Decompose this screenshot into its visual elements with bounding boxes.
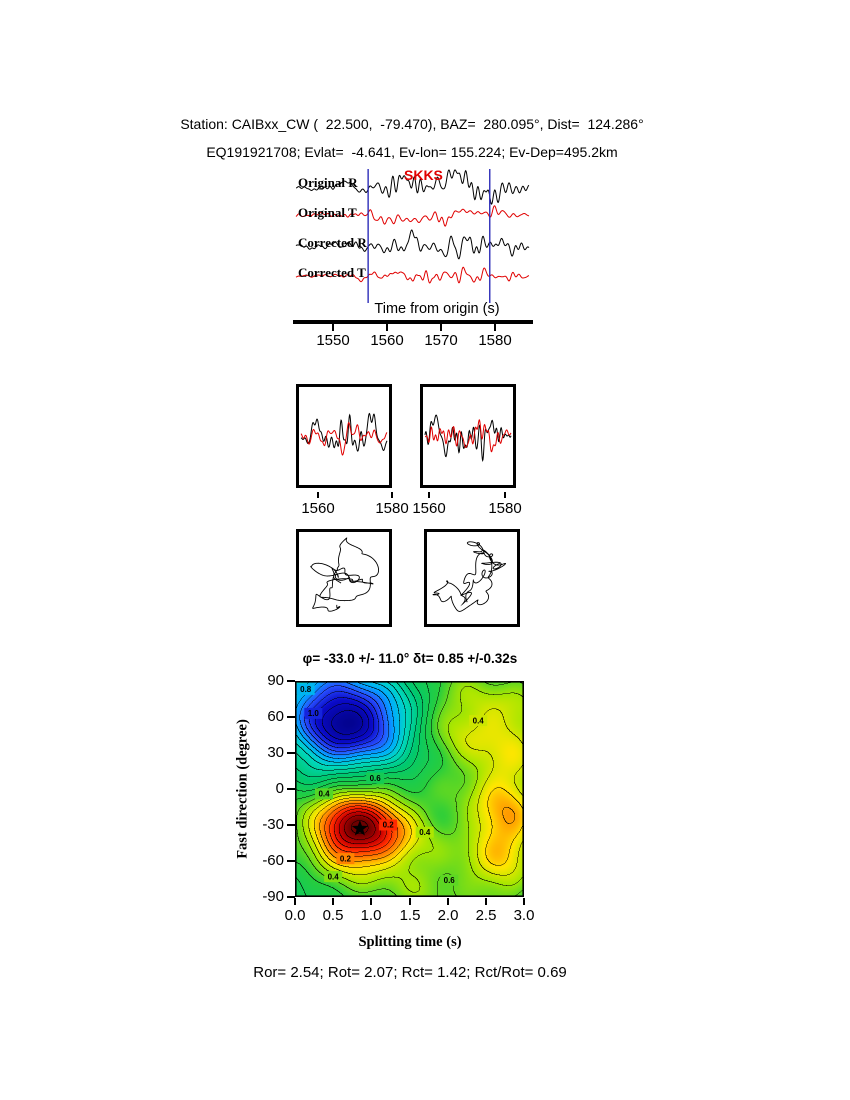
waveform-traces-canvas bbox=[293, 166, 533, 306]
hodogram-corrected-canvas bbox=[424, 529, 520, 627]
y-tick-label: -30 bbox=[262, 816, 284, 833]
x-tick-label: 2.0 bbox=[437, 907, 459, 924]
x-axis-tick bbox=[523, 898, 525, 905]
time-tick-label: 1560 bbox=[370, 332, 404, 349]
time-axis-tick bbox=[332, 324, 334, 331]
x-tick-label: 1.5 bbox=[399, 907, 421, 924]
time-axis-line bbox=[293, 320, 533, 324]
time-tick-label: 1570 bbox=[424, 332, 458, 349]
y-tick-label: 90 bbox=[267, 672, 284, 689]
window-tick-label: 1580 bbox=[488, 500, 522, 517]
time-axis-tick bbox=[386, 324, 388, 331]
window-axis-tick bbox=[391, 492, 393, 498]
contour-title: φ= -33.0 +/- 11.0° δt= 0.85 +/-0.32s bbox=[302, 651, 518, 666]
y-tick-label: 0 bbox=[275, 780, 284, 797]
splitting-contour-map-canvas bbox=[295, 681, 524, 897]
x-axis-tick bbox=[409, 898, 411, 905]
y-axis-tick bbox=[287, 752, 295, 754]
phase-label: SKKS bbox=[404, 167, 443, 183]
x-axis-title: Splitting time (s) bbox=[358, 934, 462, 950]
window-axis-tick bbox=[317, 492, 319, 498]
y-axis-title: Fast direction (degree) bbox=[234, 719, 251, 859]
x-axis-tick bbox=[294, 898, 296, 905]
x-tick-label: 3.0 bbox=[513, 907, 535, 924]
hodogram-original-canvas bbox=[296, 529, 392, 627]
window-tick-label: 1560 bbox=[412, 500, 446, 517]
trace-label-corrected-t: Corrected T bbox=[298, 265, 366, 280]
x-axis-tick bbox=[447, 898, 449, 905]
trace-label-original-r: Original R bbox=[298, 175, 358, 190]
time-axis-tick bbox=[494, 324, 496, 331]
time-tick-label: 1550 bbox=[316, 332, 350, 349]
y-axis-tick bbox=[287, 860, 295, 862]
x-tick-label: 0.5 bbox=[322, 907, 344, 924]
y-tick-label: -60 bbox=[262, 852, 284, 869]
window-tick-label: 1560 bbox=[301, 500, 335, 517]
x-axis-tick bbox=[370, 898, 372, 905]
window-waveform-panel-corrected-canvas bbox=[420, 384, 516, 488]
event-subtitle: EQ191921708; Evlat= -4.641, Ev-lon= 155.… bbox=[206, 144, 618, 160]
window-waveform-panel-original-canvas bbox=[296, 384, 392, 488]
time-axis-label: Time from origin (s) bbox=[374, 301, 500, 317]
x-axis-tick bbox=[485, 898, 487, 905]
y-tick-label: 30 bbox=[267, 744, 284, 761]
y-axis-tick bbox=[287, 788, 295, 790]
y-axis-tick bbox=[287, 716, 295, 718]
y-tick-label: 60 bbox=[267, 708, 284, 725]
x-axis-tick bbox=[332, 898, 334, 905]
window-axis-tick bbox=[504, 492, 506, 498]
station-title: Station: CAIBxx_CW ( 22.500, -79.470), B… bbox=[180, 116, 644, 132]
trace-label-original-t: Original T bbox=[298, 205, 357, 220]
y-axis-tick bbox=[287, 896, 295, 898]
time-axis-tick bbox=[440, 324, 442, 331]
trace-label-corrected-r: Corrected R bbox=[298, 235, 367, 250]
x-tick-label: 2.5 bbox=[475, 907, 497, 924]
window-tick-label: 1580 bbox=[375, 500, 409, 517]
y-axis-tick bbox=[287, 680, 295, 682]
y-tick-label: -90 bbox=[262, 888, 284, 905]
y-axis-tick bbox=[287, 824, 295, 826]
x-tick-label: 1.0 bbox=[360, 907, 382, 924]
window-axis-tick bbox=[428, 492, 430, 498]
results-line: Ror= 2.54; Rot= 2.07; Rct= 1.42; Rct/Rot… bbox=[253, 964, 567, 981]
x-tick-label: 0.0 bbox=[284, 907, 306, 924]
time-tick-label: 1580 bbox=[478, 332, 512, 349]
